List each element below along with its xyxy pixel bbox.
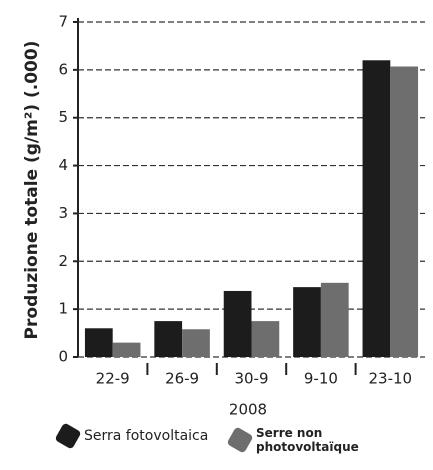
y-tick-label: 5 bbox=[58, 108, 68, 126]
bar bbox=[182, 329, 210, 357]
legend-item: Serre non photovoltaïque bbox=[230, 426, 366, 454]
y-tick-label: 7 bbox=[58, 13, 68, 31]
x-axis-label: 2008 bbox=[229, 401, 267, 419]
bar bbox=[321, 283, 349, 357]
bar bbox=[224, 291, 252, 357]
bar bbox=[154, 321, 182, 357]
bar bbox=[252, 321, 280, 357]
x-tick-label: 30-9 bbox=[234, 370, 268, 388]
page: Produzione totale (g/m²) (.000) 2008 0 1 2… bbox=[0, 0, 433, 470]
y-tick-label: 2 bbox=[58, 252, 68, 270]
x-tick-label: 23-10 bbox=[369, 370, 413, 388]
bar bbox=[113, 343, 141, 357]
y-tick-label: 1 bbox=[58, 300, 68, 318]
legend-swatch bbox=[226, 426, 253, 453]
y-tick-label: 3 bbox=[58, 204, 68, 222]
legend-label: Serre non photovoltaïque bbox=[256, 426, 366, 454]
y-axis-label: Produzione totale (g/m²) (.000) bbox=[22, 41, 42, 340]
legend-swatch bbox=[54, 422, 81, 449]
y-tick-label: 0 bbox=[58, 348, 68, 366]
chart: Produzione totale (g/m²) (.000) 2008 0 1 2… bbox=[0, 0, 433, 470]
bar bbox=[293, 287, 321, 357]
legend-label: Serra fotovoltaica bbox=[84, 429, 208, 443]
x-tick-label: 9-10 bbox=[304, 370, 338, 388]
y-tick-label: 6 bbox=[58, 60, 68, 78]
bar bbox=[390, 67, 418, 357]
x-tick-label: 22-9 bbox=[96, 370, 130, 388]
y-tick-label: 4 bbox=[58, 156, 68, 174]
legend-item: Serra fotovoltaica bbox=[58, 426, 208, 446]
bar bbox=[363, 60, 391, 357]
x-tick-label: 26-9 bbox=[165, 370, 199, 388]
bar bbox=[85, 328, 113, 357]
